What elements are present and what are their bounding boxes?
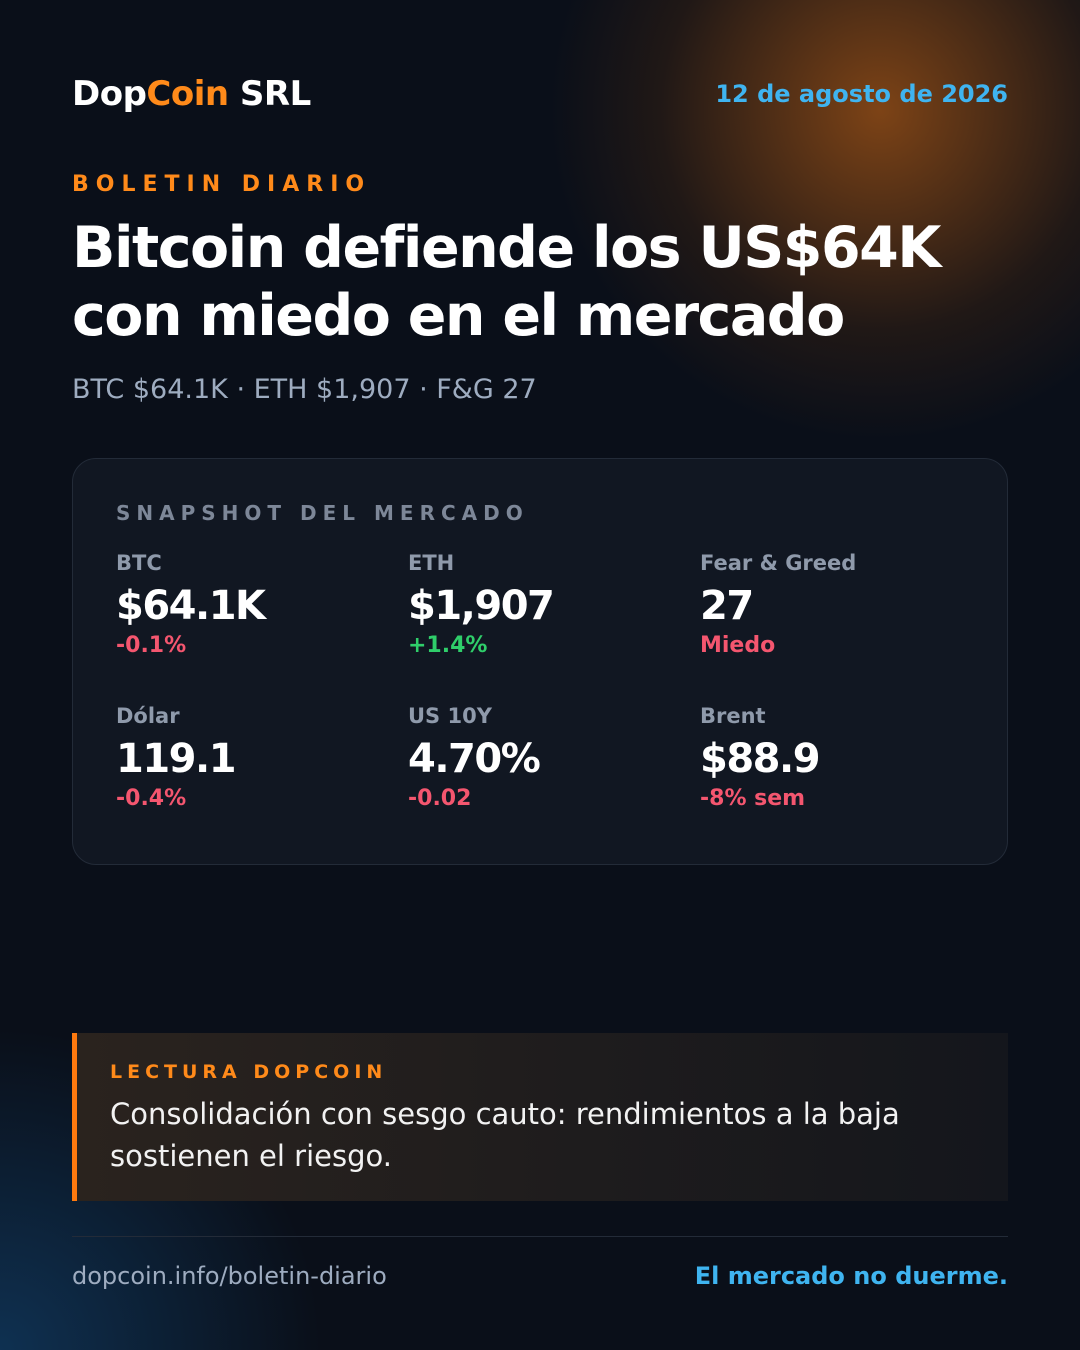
metric-value: 27	[700, 583, 754, 629]
footer-url[interactable]: dopcoin.info/boletin-diario	[72, 1262, 387, 1290]
metric-value: $88.9	[700, 736, 821, 782]
metric-label: US 10Y	[408, 704, 492, 728]
kicker: BOLETIN DIARIO	[72, 172, 372, 197]
headline: Bitcoin defiende los US$64K con miedo en…	[72, 215, 941, 349]
brand: DopCoin SRL	[72, 74, 311, 114]
metric-value: $64.1K	[116, 583, 266, 629]
metric-value: $1,907	[408, 583, 555, 629]
metric-label: Dólar	[116, 704, 180, 728]
note-label: LECTURA DOPCOIN	[110, 1061, 388, 1083]
subtitle: BTC $64.1K · ETH $1,907 · F&G 27	[72, 374, 537, 405]
brand-part: Coin	[146, 74, 229, 114]
metric-value: 4.70%	[408, 736, 541, 782]
date: 12 de agosto de 2026	[715, 80, 1008, 108]
metric-label: BTC	[116, 551, 162, 575]
metric-change: Miedo	[700, 633, 776, 658]
metric: BTC $64.1K -0.1%	[116, 551, 396, 658]
metric: Fear & Greed 27 Miedo	[700, 551, 980, 658]
metric-label: Brent	[700, 704, 766, 728]
brand-part: Dop	[72, 74, 147, 114]
note-box: LECTURA DOPCOIN Consolidación con sesgo …	[72, 1033, 1008, 1201]
metric-change: -0.02	[408, 786, 472, 811]
metric: Brent $88.9 -8% sem	[700, 704, 980, 811]
metric-change: -0.1%	[116, 633, 187, 658]
metric-change: +1.4%	[408, 633, 488, 658]
metric-change: -0.4%	[116, 786, 187, 811]
metric-change: -8% sem	[700, 786, 806, 811]
metric-label: ETH	[408, 551, 455, 575]
divider	[72, 1236, 1008, 1237]
footer-tagline: El mercado no duerme.	[694, 1262, 1008, 1290]
metric: US 10Y 4.70% -0.02	[408, 704, 688, 811]
metric: ETH $1,907 +1.4%	[408, 551, 688, 658]
snapshot-card: SNAPSHOT DEL MERCADO BTC $64.1K -0.1% ETH $1…	[72, 458, 1008, 865]
metric-label: Fear & Greed	[700, 551, 857, 575]
snapshot-label: SNAPSHOT DEL MERCADO	[116, 501, 529, 525]
note-text: Consolidación con sesgo cauto: rendimien…	[110, 1097, 900, 1173]
metric: Dólar 119.1 -0.4%	[116, 704, 396, 811]
brand-part: SRL	[228, 74, 311, 114]
metric-value: 119.1	[116, 736, 237, 782]
